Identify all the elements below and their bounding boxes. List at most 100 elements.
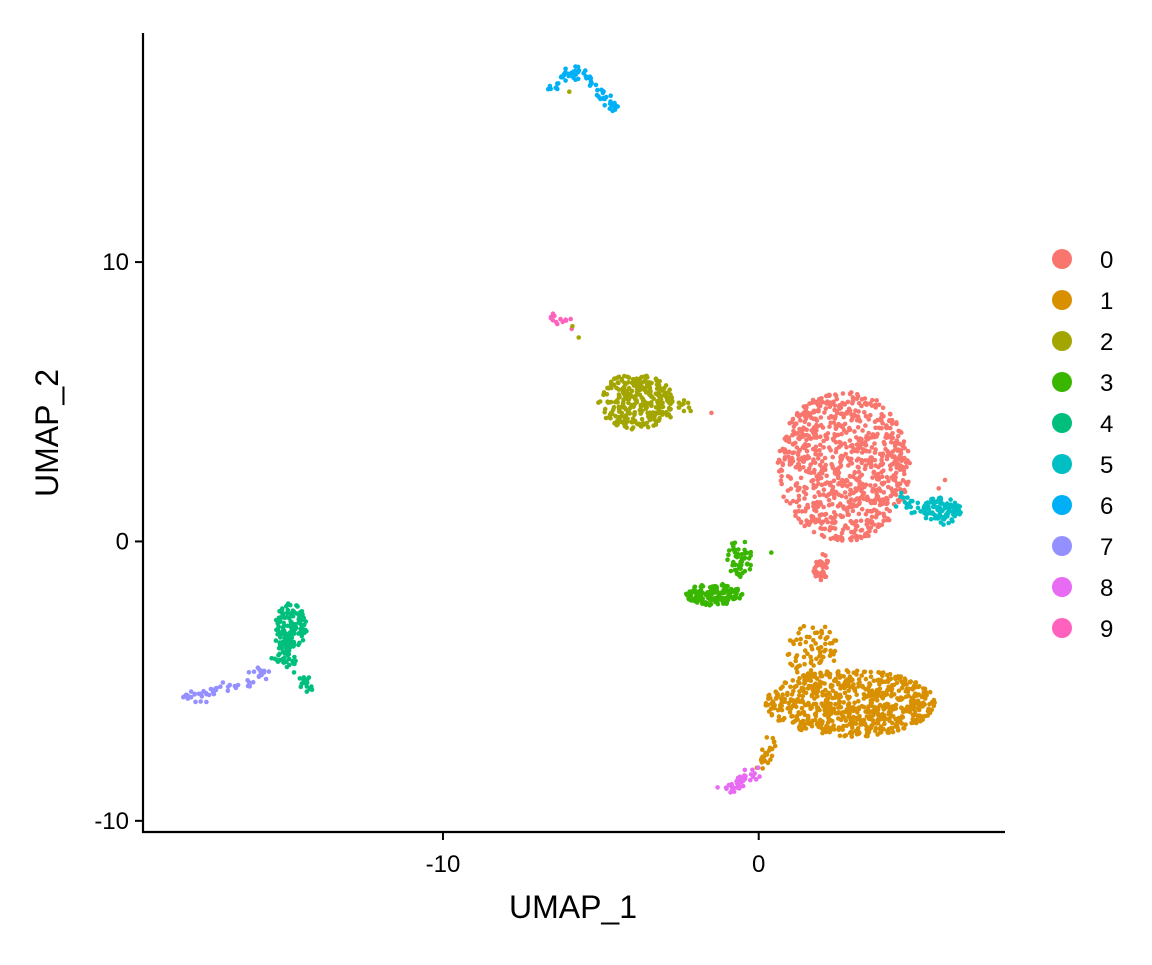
scatter-point	[928, 516, 934, 522]
scatter-point	[201, 688, 206, 694]
scatter-point	[735, 586, 740, 592]
scatter-point	[196, 691, 202, 697]
scatter-point	[667, 396, 672, 402]
scatter-point	[795, 679, 801, 684]
scatter-point	[790, 416, 796, 422]
scatter-point	[815, 402, 821, 407]
scatter-point	[866, 533, 871, 539]
scatter-point	[739, 552, 745, 557]
scatter-point	[830, 454, 835, 460]
scatter-point	[654, 378, 660, 384]
scatter-point	[748, 772, 754, 777]
scatter-point	[824, 672, 829, 677]
scatter-point	[811, 637, 816, 643]
scatter-point	[300, 637, 306, 643]
scatter-point	[938, 495, 943, 501]
scatter-point	[681, 398, 687, 403]
scatter-point	[797, 641, 803, 647]
scatter-point	[879, 522, 885, 528]
scatter-point	[813, 681, 818, 686]
scatter-point	[755, 765, 761, 770]
scatter-point	[647, 410, 653, 416]
scatter-point	[814, 722, 820, 727]
scatter-point	[778, 696, 784, 701]
scatter-point	[278, 635, 283, 640]
scatter-point	[847, 492, 853, 497]
scatter-point	[906, 501, 912, 506]
scatter-point	[587, 83, 593, 88]
scatter-point	[637, 376, 643, 382]
scatter-point	[865, 693, 871, 698]
scatter-point	[638, 404, 644, 410]
scatter-point	[832, 526, 838, 531]
scatter-point	[891, 706, 896, 712]
scatter-point	[919, 716, 925, 721]
scatter-point	[595, 87, 600, 93]
scatter-point	[904, 505, 909, 510]
scatter-point	[948, 497, 953, 502]
scatter-point	[890, 729, 896, 735]
scatter-point	[742, 767, 748, 773]
scatter-point	[301, 678, 306, 683]
scatter-point	[602, 103, 607, 108]
scatter-point	[850, 508, 856, 514]
scatter-point	[880, 711, 885, 717]
scatter-point	[629, 419, 634, 425]
scatter-point	[841, 723, 846, 729]
scatter-point	[805, 651, 810, 656]
scatter-point	[698, 588, 704, 594]
scatter-point	[864, 402, 869, 408]
scatter-point	[888, 412, 893, 417]
scatter-point	[824, 723, 829, 729]
scatter-point	[794, 637, 799, 642]
scatter-point	[898, 487, 903, 492]
scatter-point	[779, 468, 785, 473]
scatter-point	[832, 515, 837, 520]
scatter-point	[584, 76, 589, 81]
legend-label: 7	[1100, 534, 1113, 561]
scatter-point	[900, 709, 906, 715]
scatter-point	[291, 642, 297, 648]
scatter-point	[904, 464, 909, 470]
scatter-point	[796, 508, 801, 514]
scatter-point	[823, 636, 829, 641]
scatter-point	[863, 443, 869, 448]
scatter-point	[799, 727, 804, 733]
scatter-point	[843, 451, 848, 457]
scatter-point	[880, 715, 886, 721]
scatter-point	[626, 375, 632, 381]
scatter-point	[811, 470, 817, 475]
scatter-point	[942, 504, 948, 509]
scatter-point	[687, 589, 692, 594]
scatter-point	[883, 434, 888, 440]
scatter-point	[653, 422, 659, 427]
scatter-point	[870, 489, 875, 494]
scatter-point	[558, 74, 564, 80]
scatter-point	[818, 415, 824, 420]
scatter-point	[800, 693, 806, 699]
scatter-point	[880, 405, 886, 411]
scatter-point	[923, 501, 929, 506]
scatter-point	[804, 427, 809, 433]
scatter-point	[640, 420, 646, 426]
scatter-point	[758, 757, 764, 763]
scatter-point	[742, 547, 747, 553]
scatter-point	[214, 685, 219, 691]
scatter-point	[815, 646, 821, 651]
scatter-point	[893, 457, 899, 462]
scatter-point	[841, 674, 846, 679]
scatter-point	[837, 699, 842, 704]
scatter-point	[740, 570, 745, 576]
scatter-point	[801, 410, 807, 415]
scatter-point	[204, 699, 209, 705]
scatter-point	[844, 668, 850, 673]
scatter-point	[753, 777, 759, 782]
scatter-point	[777, 458, 782, 464]
scatter-point	[801, 459, 806, 465]
scatter-point	[721, 601, 726, 606]
scatter-point	[827, 400, 832, 405]
scatter-point	[304, 681, 309, 686]
legend-label: 4	[1100, 411, 1113, 438]
scatter-point	[606, 385, 612, 391]
